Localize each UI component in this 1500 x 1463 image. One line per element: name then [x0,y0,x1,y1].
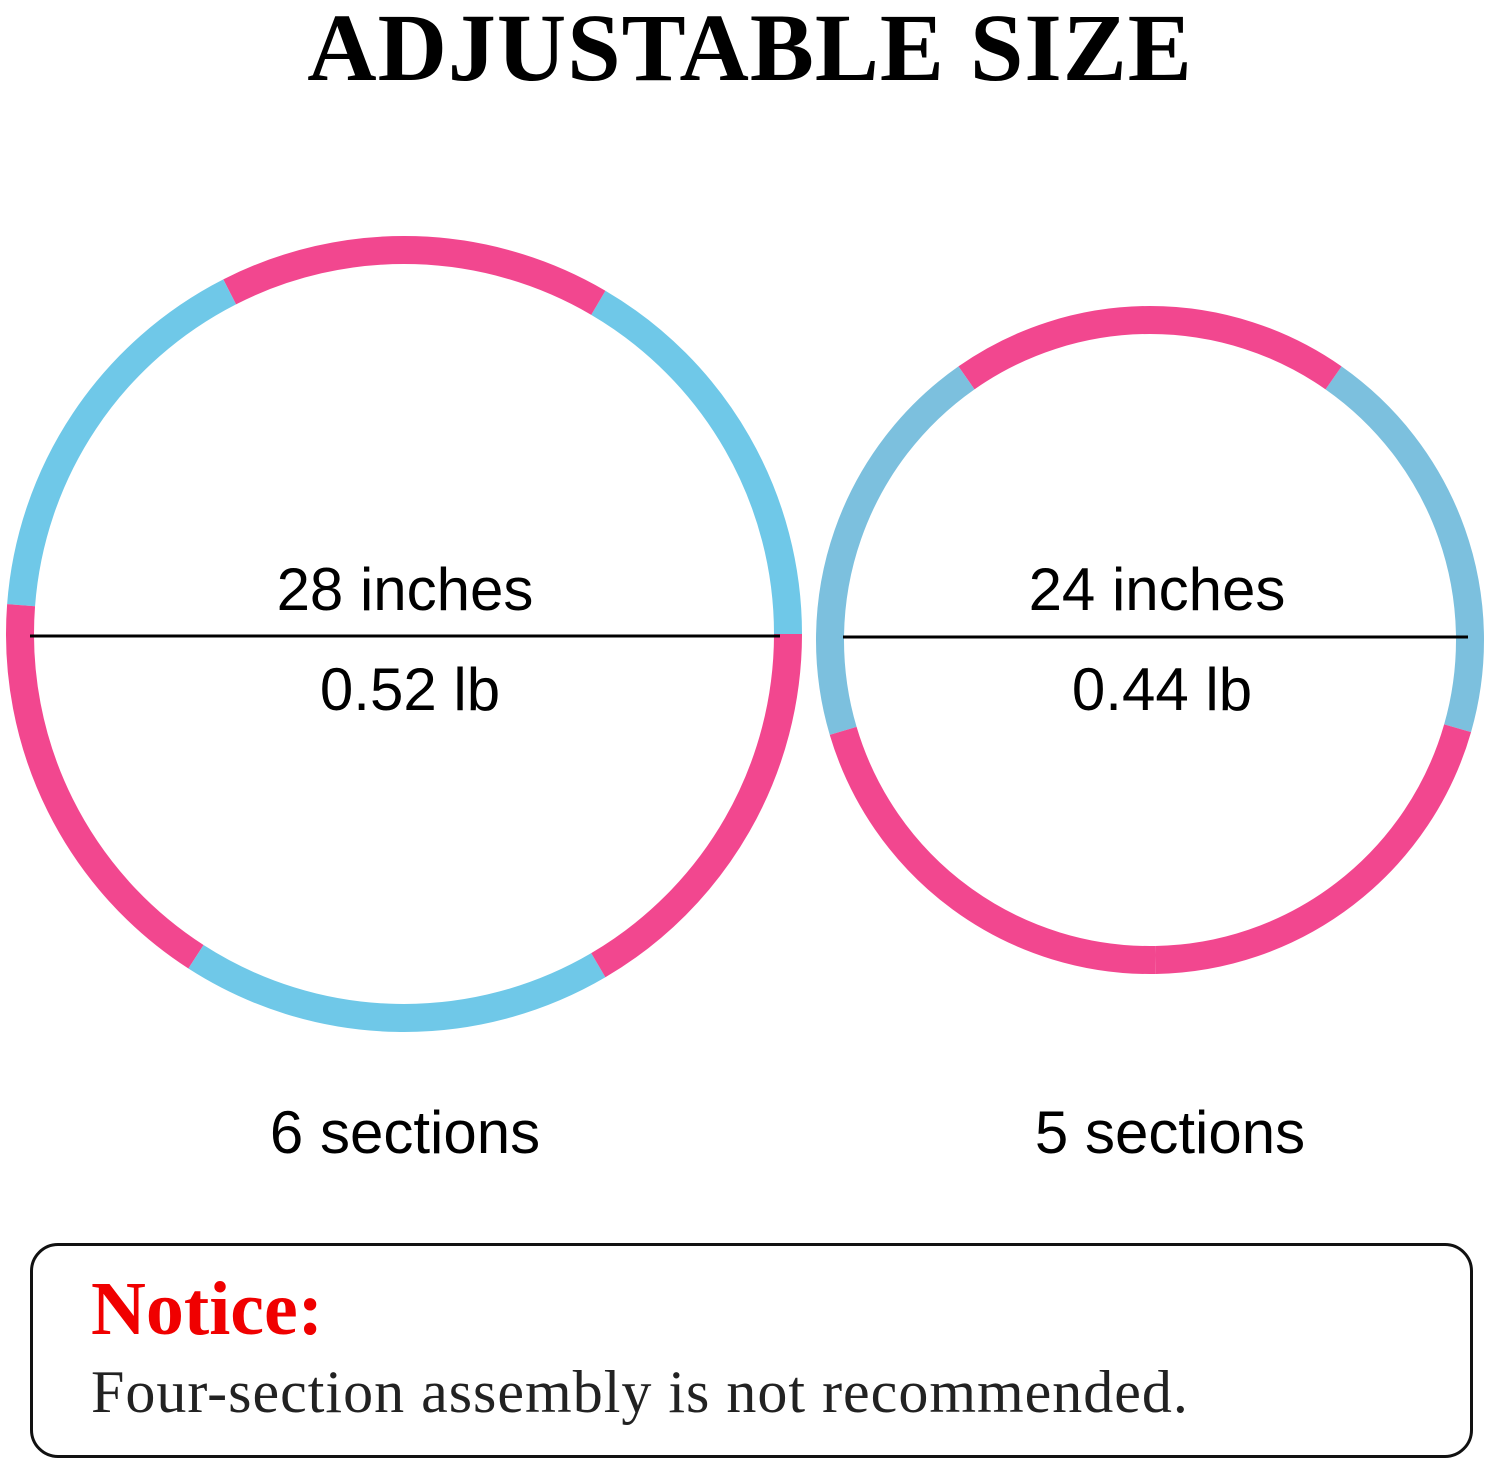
weight-label-28: 0.52 lb [319,656,501,723]
weight-label-24: 0.44 lb [1071,656,1253,723]
page-title: ADJUSTABLE SIZE [307,0,1193,101]
diameter-label-24: 24 inches [1028,556,1286,623]
hoop-section-blue [7,279,237,607]
hoop-section-pink [591,633,802,978]
notice-text: Four-section assembly is not recommended… [91,1359,1189,1425]
diameter-label-28: 28 inches [276,556,534,623]
hoop-section-pink [829,726,1156,974]
hoop-28-inch [6,236,802,1032]
hoop-section-blue [188,945,606,1032]
hoop-section-blue [816,366,975,735]
hoop-section-blue [1325,366,1484,733]
notice-heading: Notice: [91,1267,324,1351]
hoop-section-pink [6,604,204,969]
sections-label-28: 6 sections [269,1099,541,1166]
hoop-24-inch [816,306,1484,974]
hoop-section-blue [591,290,802,635]
hoop-section-pink [1155,724,1472,974]
notice-box: Notice: Four-section assembly is not rec… [30,1243,1473,1458]
hoop-section-pink [223,236,606,315]
sections-label-24: 5 sections [1034,1099,1306,1166]
hoop-section-pink [958,306,1342,390]
